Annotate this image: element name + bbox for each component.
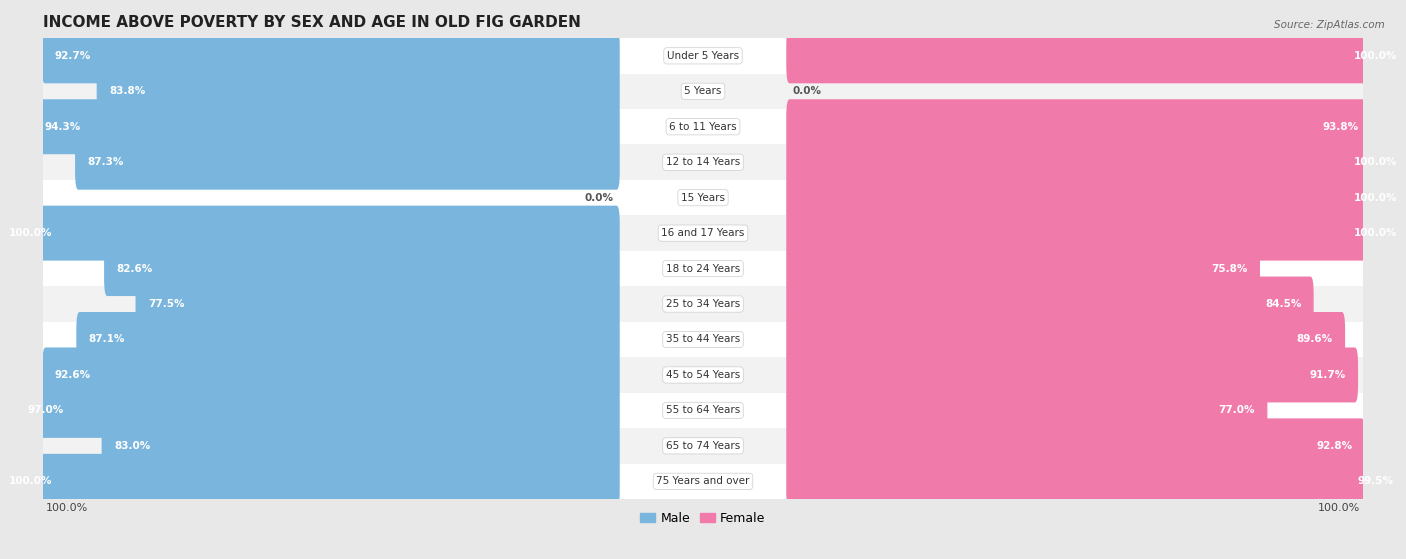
Text: 87.3%: 87.3% xyxy=(87,157,124,167)
Text: 89.6%: 89.6% xyxy=(1296,334,1333,344)
FancyBboxPatch shape xyxy=(0,206,620,260)
Text: 83.0%: 83.0% xyxy=(114,441,150,451)
FancyBboxPatch shape xyxy=(44,109,1362,144)
FancyBboxPatch shape xyxy=(786,100,1371,154)
Text: Source: ZipAtlas.com: Source: ZipAtlas.com xyxy=(1274,20,1385,30)
Text: 15 Years: 15 Years xyxy=(681,193,725,203)
Text: 77.0%: 77.0% xyxy=(1219,405,1256,415)
Text: 5 Years: 5 Years xyxy=(685,86,721,96)
Text: 100.0%: 100.0% xyxy=(1354,193,1398,203)
Text: 16 and 17 Years: 16 and 17 Years xyxy=(661,228,745,238)
Text: 100.0%: 100.0% xyxy=(8,476,52,486)
Text: 100.0%: 100.0% xyxy=(1317,503,1360,513)
Text: 77.5%: 77.5% xyxy=(148,299,184,309)
Text: 91.7%: 91.7% xyxy=(1309,370,1346,380)
Text: 100.0%: 100.0% xyxy=(1354,228,1398,238)
FancyBboxPatch shape xyxy=(44,38,1362,74)
Text: 99.5%: 99.5% xyxy=(1358,476,1393,486)
FancyBboxPatch shape xyxy=(786,206,1406,260)
Text: 83.8%: 83.8% xyxy=(110,86,145,96)
FancyBboxPatch shape xyxy=(15,383,620,438)
FancyBboxPatch shape xyxy=(44,286,1362,322)
FancyBboxPatch shape xyxy=(101,418,620,473)
FancyBboxPatch shape xyxy=(42,29,620,83)
FancyBboxPatch shape xyxy=(44,180,1362,215)
Text: 6 to 11 Years: 6 to 11 Years xyxy=(669,122,737,132)
FancyBboxPatch shape xyxy=(786,454,1406,509)
Text: 92.6%: 92.6% xyxy=(55,370,91,380)
FancyBboxPatch shape xyxy=(32,100,620,154)
FancyBboxPatch shape xyxy=(0,454,620,509)
Text: 82.6%: 82.6% xyxy=(117,264,153,273)
Text: 97.0%: 97.0% xyxy=(28,405,63,415)
FancyBboxPatch shape xyxy=(786,241,1260,296)
Text: 100.0%: 100.0% xyxy=(8,228,52,238)
Text: 65 to 74 Years: 65 to 74 Years xyxy=(666,441,740,451)
Text: 0.0%: 0.0% xyxy=(793,86,821,96)
FancyBboxPatch shape xyxy=(76,312,620,367)
FancyBboxPatch shape xyxy=(786,135,1406,190)
Text: 0.0%: 0.0% xyxy=(585,193,613,203)
FancyBboxPatch shape xyxy=(44,74,1362,109)
FancyBboxPatch shape xyxy=(104,241,620,296)
Text: 12 to 14 Years: 12 to 14 Years xyxy=(666,157,740,167)
FancyBboxPatch shape xyxy=(44,322,1362,357)
FancyBboxPatch shape xyxy=(786,383,1267,438)
Text: 35 to 44 Years: 35 to 44 Years xyxy=(666,334,740,344)
FancyBboxPatch shape xyxy=(42,348,620,402)
FancyBboxPatch shape xyxy=(786,312,1346,367)
Text: 92.8%: 92.8% xyxy=(1316,441,1353,451)
Text: 100.0%: 100.0% xyxy=(1354,51,1398,61)
FancyBboxPatch shape xyxy=(44,144,1362,180)
FancyBboxPatch shape xyxy=(135,277,620,331)
FancyBboxPatch shape xyxy=(786,29,1406,83)
Legend: Male, Female: Male, Female xyxy=(636,506,770,530)
Text: 84.5%: 84.5% xyxy=(1265,299,1302,309)
Text: 75 Years and over: 75 Years and over xyxy=(657,476,749,486)
Text: 87.1%: 87.1% xyxy=(89,334,125,344)
Text: 25 to 34 Years: 25 to 34 Years xyxy=(666,299,740,309)
Text: 100.0%: 100.0% xyxy=(1354,157,1398,167)
Text: INCOME ABOVE POVERTY BY SEX AND AGE IN OLD FIG GARDEN: INCOME ABOVE POVERTY BY SEX AND AGE IN O… xyxy=(44,15,581,30)
FancyBboxPatch shape xyxy=(786,277,1313,331)
Text: 55 to 64 Years: 55 to 64 Years xyxy=(666,405,740,415)
FancyBboxPatch shape xyxy=(44,215,1362,251)
FancyBboxPatch shape xyxy=(786,170,1406,225)
Text: 45 to 54 Years: 45 to 54 Years xyxy=(666,370,740,380)
Text: Under 5 Years: Under 5 Years xyxy=(666,51,740,61)
FancyBboxPatch shape xyxy=(44,392,1362,428)
FancyBboxPatch shape xyxy=(44,357,1362,392)
FancyBboxPatch shape xyxy=(44,428,1362,463)
FancyBboxPatch shape xyxy=(786,348,1358,402)
FancyBboxPatch shape xyxy=(44,463,1362,499)
Text: 75.8%: 75.8% xyxy=(1212,264,1247,273)
FancyBboxPatch shape xyxy=(786,418,1365,473)
FancyBboxPatch shape xyxy=(97,64,620,119)
Text: 94.3%: 94.3% xyxy=(44,122,80,132)
Text: 18 to 24 Years: 18 to 24 Years xyxy=(666,264,740,273)
Text: 93.8%: 93.8% xyxy=(1323,122,1358,132)
FancyBboxPatch shape xyxy=(44,251,1362,286)
FancyBboxPatch shape xyxy=(75,135,620,190)
Text: 100.0%: 100.0% xyxy=(46,503,89,513)
Text: 92.7%: 92.7% xyxy=(53,51,90,61)
